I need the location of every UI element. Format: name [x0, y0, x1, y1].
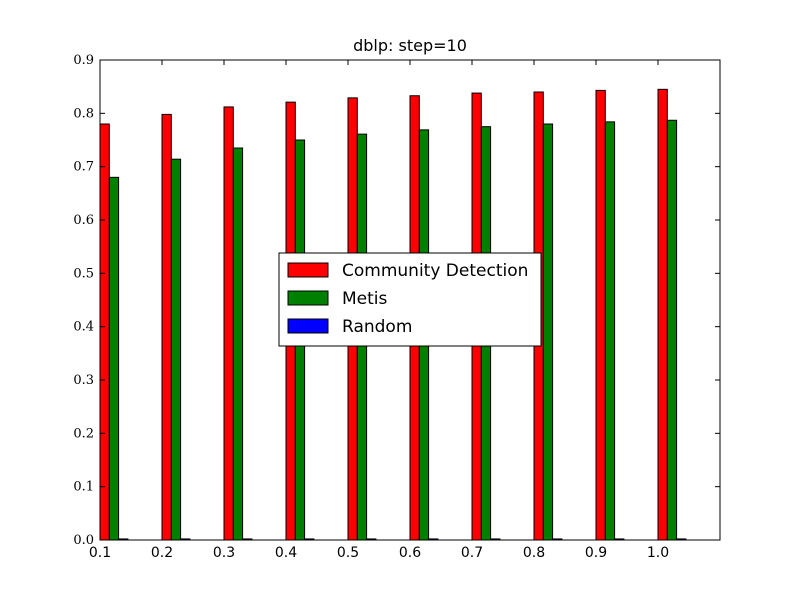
xtick-label: 0.1	[89, 545, 111, 561]
xtick-label: 0.3	[213, 545, 235, 561]
bar-metis-0.8	[542, 123, 554, 541]
ytick-label: 0.9	[73, 53, 94, 68]
bar-metis-0.9	[604, 121, 616, 541]
bar-metis-0.1	[108, 176, 120, 541]
legend-swatch-community-detection	[287, 262, 329, 278]
legend-swatch-random	[287, 318, 329, 334]
bar-community-detection-1.0	[657, 88, 668, 541]
ytick-label: 0.6	[73, 213, 94, 228]
xtick-label: 0.9	[585, 545, 607, 561]
ytick-label: 0.4	[73, 320, 94, 335]
legend-label-metis: Metis	[342, 289, 388, 309]
ytick-label: 0.1	[73, 480, 94, 495]
bar-metis-1.0	[666, 119, 678, 541]
ticks-layer: 0.00.10.20.30.40.50.60.70.80.90.1 0.2 0.3 0…	[73, 53, 720, 561]
xtick-label: 0.2	[151, 545, 173, 561]
xtick-label: 0.8	[523, 545, 545, 561]
ytick-label: 0.3	[73, 373, 94, 388]
chart-title: dblp: step=10	[353, 36, 467, 55]
bar-community-detection-0.9	[595, 89, 606, 541]
bar-metis-0.2	[170, 158, 182, 541]
xtick-label: 1.0	[647, 545, 669, 561]
legend-label-community-detection: Community Detection	[342, 261, 528, 281]
legend-swatch-metis	[287, 290, 329, 306]
legend-label-random: Random	[342, 317, 412, 337]
bar-community-detection-0.2	[161, 113, 172, 541]
xtick-label: 0.6	[399, 545, 421, 561]
ytick-label: 0.2	[73, 426, 94, 441]
ytick-label: 0.8	[73, 106, 94, 121]
bar-metis-0.3	[232, 147, 244, 541]
xtick-label: 0.4	[275, 545, 297, 561]
ytick-label: 0.5	[73, 266, 94, 281]
legend: Community Detection Metis Random	[278, 252, 542, 347]
bar-community-detection-0.1	[99, 123, 110, 541]
xtick-label: 0.5	[337, 545, 359, 561]
ytick-label: 0.0	[73, 533, 94, 548]
ytick-label: 0.7	[73, 160, 94, 175]
xtick-label: 0.7	[461, 545, 483, 561]
bar-community-detection-0.3	[223, 106, 234, 541]
